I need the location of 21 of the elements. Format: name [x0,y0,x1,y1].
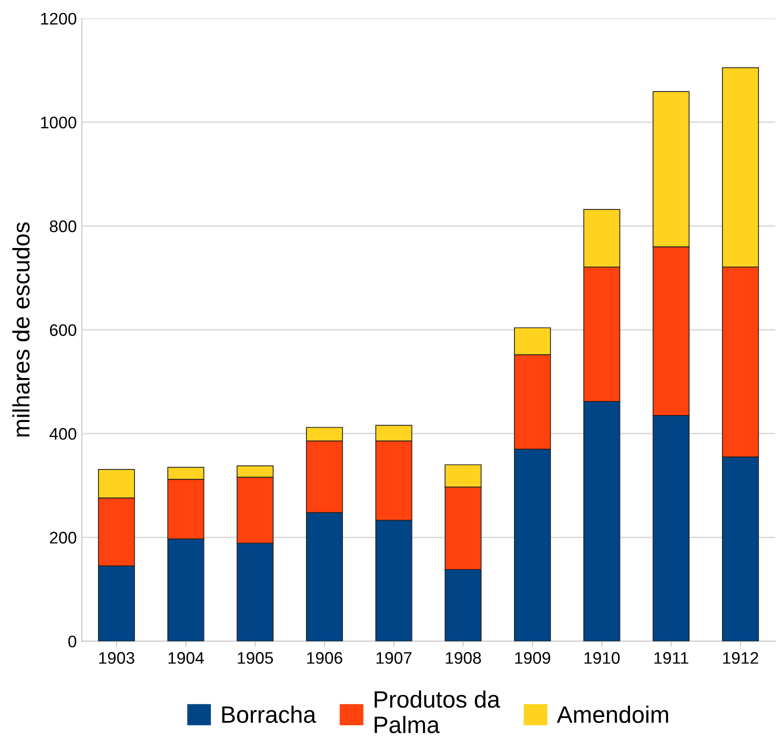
y-tick-label: 0 [68,636,76,648]
y-tick-label: 1000 [41,116,76,128]
x-tick-label: 1904 [168,652,204,664]
y-axis-title: milhares de escudos [12,222,30,437]
legend-label: Amendoim [556,706,668,723]
y-tick-label: 200 [50,532,76,544]
legend-label: Produtos da Palma [374,690,500,734]
x-tick-label: 1905 [238,652,273,664]
y-tick-label: 800 [50,220,76,232]
x-tick-label: 1903 [99,652,134,664]
x-tick-label: 1907 [376,652,412,664]
x-tick-label: 1906 [307,652,342,664]
x-tick-label: 1910 [584,652,620,664]
x-tick-label: 1909 [515,652,550,664]
y-tick-label: 1200 [41,12,76,25]
y-tick-label: 600 [50,324,76,336]
legend-label: Borracha [222,706,316,723]
y-tick-label: 400 [50,428,76,440]
x-tick-label: 1911 [654,652,688,664]
x-tick-label: 1912 [723,652,758,664]
x-tick-label: 1908 [446,652,481,664]
